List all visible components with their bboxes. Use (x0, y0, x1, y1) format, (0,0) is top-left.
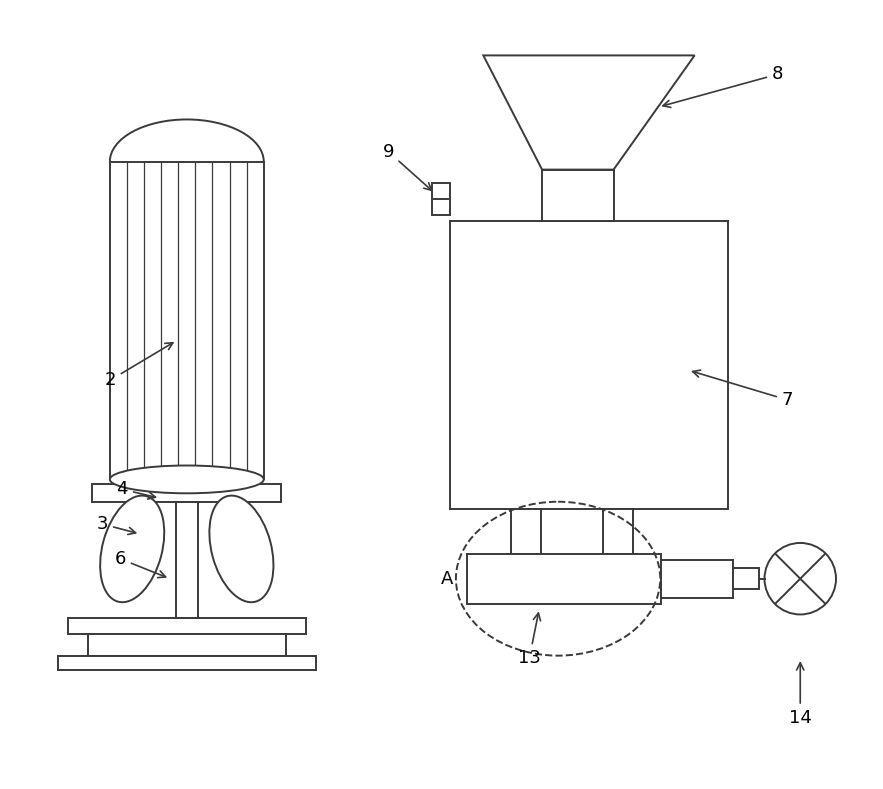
Ellipse shape (109, 466, 264, 493)
Bar (603, 509, 632, 554)
Text: 8: 8 (663, 65, 783, 107)
Bar (68, 619, 306, 634)
Bar (733, 568, 758, 589)
Bar (87, 634, 286, 656)
Text: 3: 3 (96, 515, 136, 534)
Text: A: A (441, 570, 453, 588)
Ellipse shape (209, 495, 274, 602)
Bar (57, 656, 316, 670)
Ellipse shape (100, 495, 164, 602)
Bar (109, 162, 264, 480)
Bar (176, 503, 198, 619)
Bar (432, 184, 450, 215)
Bar (466, 554, 661, 604)
Text: 14: 14 (789, 663, 811, 727)
Text: 6: 6 (115, 550, 166, 578)
Bar (661, 560, 733, 597)
Text: 9: 9 (382, 143, 432, 190)
Bar (542, 170, 614, 221)
Polygon shape (483, 55, 695, 170)
Text: 13: 13 (518, 613, 540, 667)
Text: 2: 2 (104, 342, 173, 389)
Bar (450, 221, 728, 509)
Bar (511, 509, 541, 554)
Text: 4: 4 (117, 481, 155, 499)
Text: 7: 7 (692, 370, 793, 409)
Bar (93, 484, 281, 503)
Circle shape (765, 543, 836, 615)
